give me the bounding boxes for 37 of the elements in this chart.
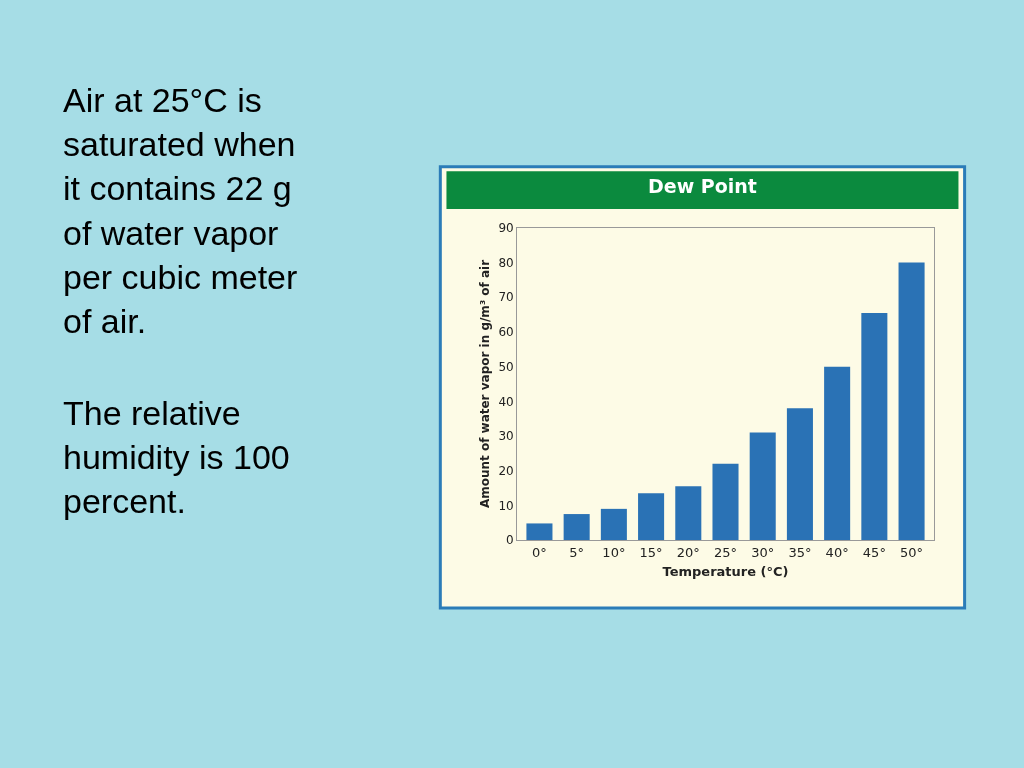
x-tick-label: 25° bbox=[713, 544, 738, 560]
x-tick-label: 15° bbox=[639, 544, 663, 560]
y-tick-label: 30 bbox=[498, 429, 514, 444]
x-tick-label: 50° bbox=[900, 544, 924, 560]
bar bbox=[675, 486, 702, 541]
x-tick-label: 20° bbox=[676, 544, 700, 560]
x-tick-label: 0° bbox=[532, 544, 547, 560]
bar bbox=[861, 312, 888, 541]
y-tick-label: 80 bbox=[498, 255, 514, 270]
y-tick-label: 10 bbox=[498, 498, 514, 513]
bar bbox=[526, 523, 553, 541]
x-axis-title: Temperature (°C) bbox=[662, 564, 789, 580]
y-tick-label: 40 bbox=[498, 394, 514, 409]
y-axis-title: Amount of water vapor in g/m³ of air bbox=[477, 259, 492, 509]
bar bbox=[824, 366, 851, 541]
bar bbox=[712, 463, 739, 541]
y-tick-label: 0 bbox=[506, 533, 514, 548]
x-tick-label: 35° bbox=[788, 544, 812, 560]
chart-title: Dew Point bbox=[648, 175, 757, 198]
bar bbox=[563, 514, 590, 541]
x-tick-label: 10° bbox=[602, 544, 626, 560]
bar bbox=[600, 508, 627, 541]
bar bbox=[786, 408, 813, 541]
y-tick-label: 90 bbox=[498, 221, 514, 236]
bar bbox=[898, 262, 925, 541]
x-tick-label: 40° bbox=[825, 544, 849, 560]
y-tick-label: 70 bbox=[498, 290, 514, 305]
bar bbox=[749, 432, 776, 541]
y-tick-label: 60 bbox=[498, 325, 514, 340]
x-tick-label: 45° bbox=[862, 544, 886, 560]
x-tick-label: 30° bbox=[751, 544, 775, 560]
text: The relative humidity is 100 percent. bbox=[63, 394, 290, 521]
text: Air at 25°C is saturated when it contains 22 g of water vapor per cubic meter of air. bbox=[63, 81, 298, 340]
y-tick-label: 20 bbox=[498, 463, 514, 478]
y-tick-label: 50 bbox=[498, 359, 514, 374]
x-tick-label: 5° bbox=[569, 544, 585, 560]
bar bbox=[638, 493, 665, 541]
